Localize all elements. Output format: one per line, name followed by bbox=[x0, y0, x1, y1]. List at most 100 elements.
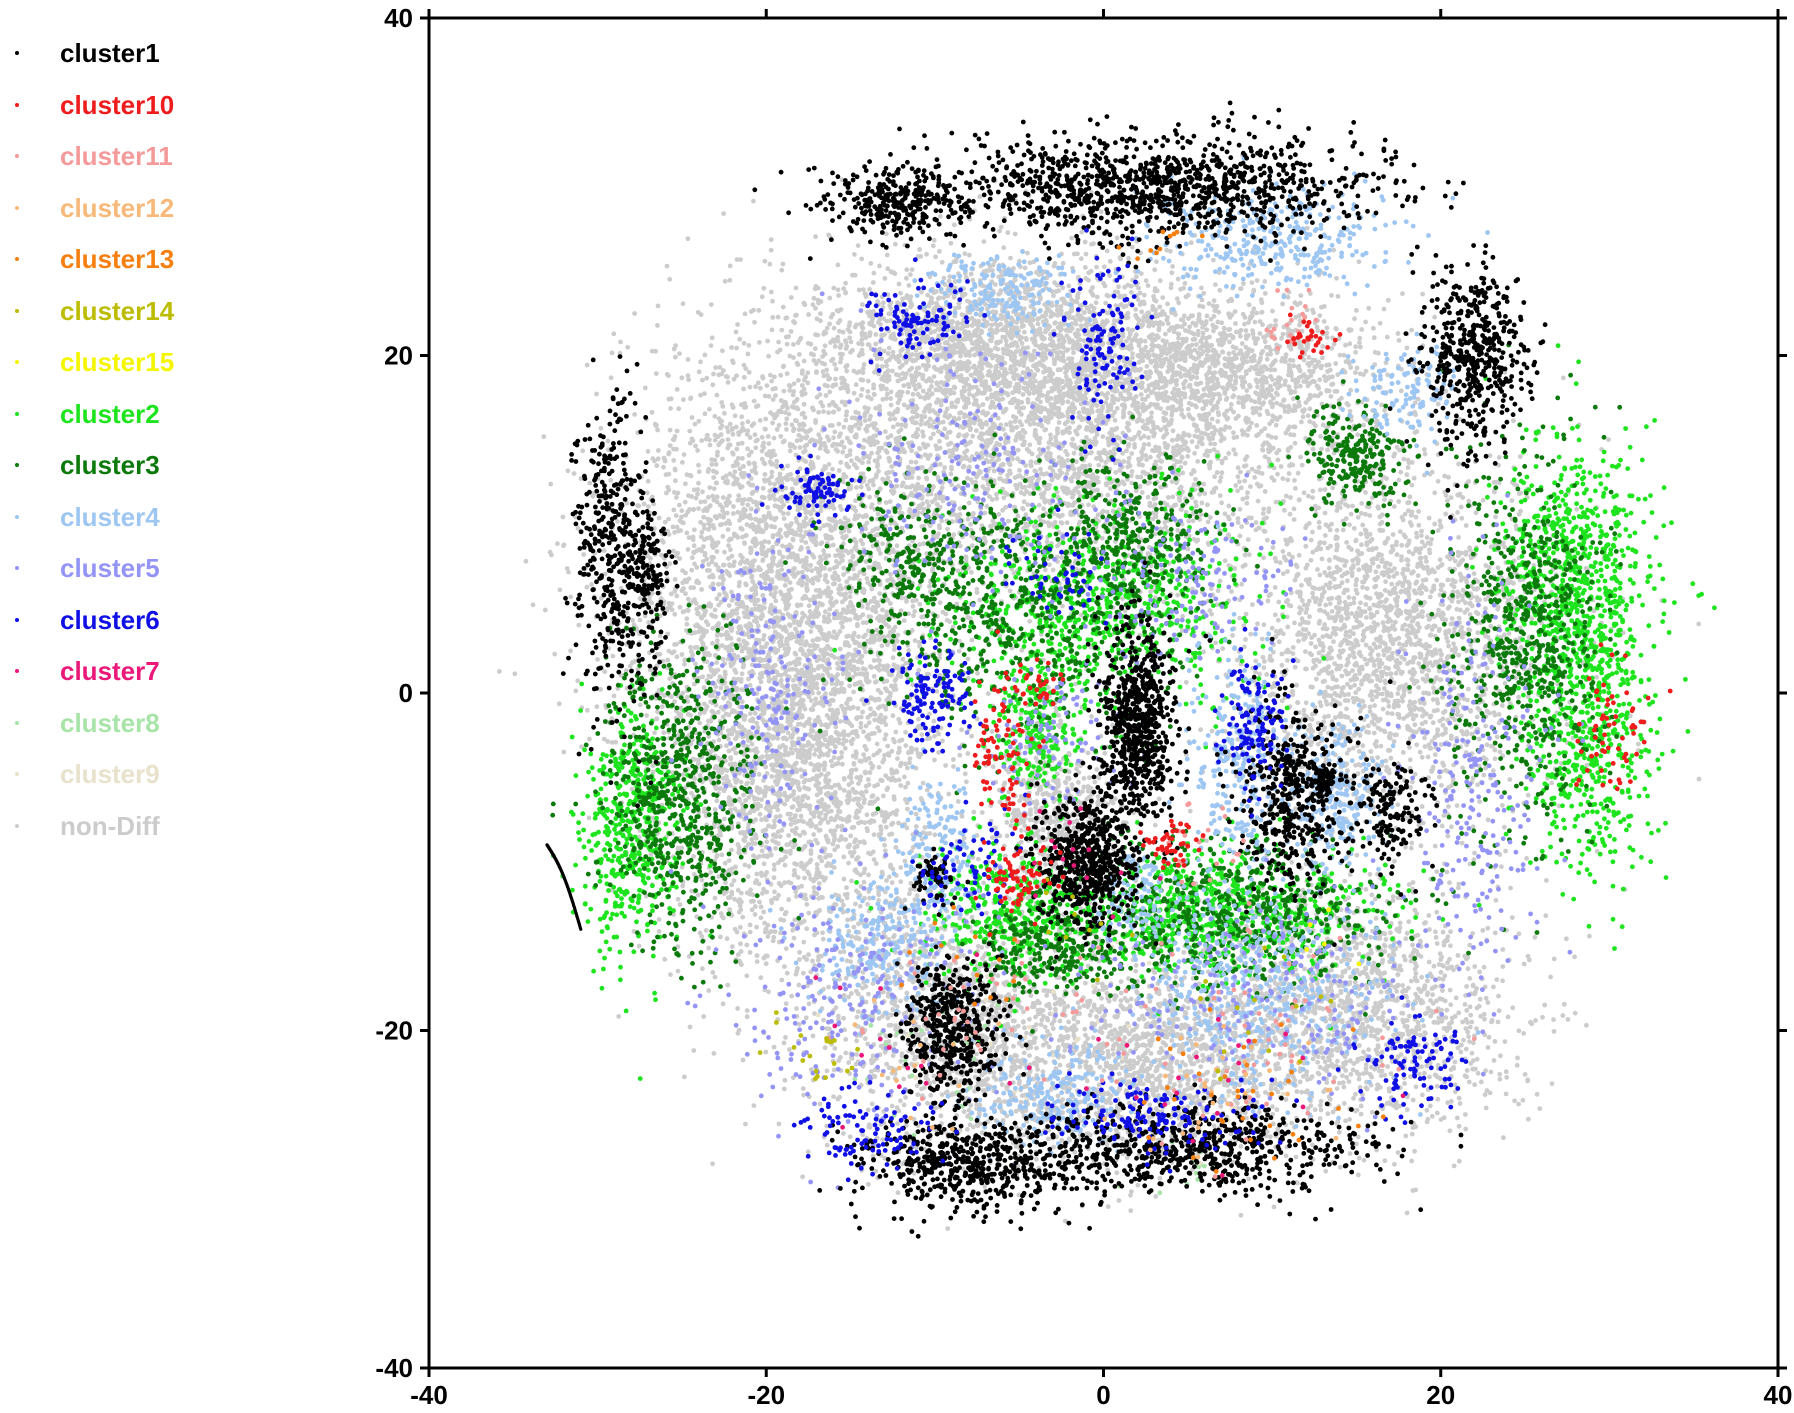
data-point bbox=[769, 774, 774, 779]
data-point bbox=[688, 396, 693, 401]
data-point bbox=[731, 511, 736, 516]
data-point bbox=[782, 516, 787, 521]
data-point bbox=[841, 729, 846, 734]
data-point bbox=[717, 738, 722, 743]
data-point bbox=[638, 703, 643, 708]
data-point bbox=[769, 898, 774, 903]
data-point bbox=[816, 774, 821, 779]
data-point bbox=[665, 372, 670, 377]
data-point bbox=[865, 812, 870, 817]
data-point bbox=[771, 935, 776, 940]
data-point bbox=[761, 545, 766, 550]
data-point bbox=[866, 777, 871, 782]
data-point bbox=[892, 647, 897, 652]
data-point bbox=[903, 859, 908, 864]
data-point bbox=[848, 834, 853, 839]
data-point bbox=[772, 819, 777, 824]
data-point bbox=[870, 528, 875, 533]
data-point bbox=[711, 614, 716, 619]
data-point bbox=[753, 841, 758, 846]
data-point bbox=[818, 874, 823, 879]
data-point bbox=[697, 369, 702, 374]
data-point bbox=[694, 496, 699, 501]
data-point bbox=[769, 578, 774, 583]
data-point bbox=[718, 935, 723, 940]
data-point bbox=[870, 608, 875, 613]
data-point bbox=[834, 716, 839, 721]
data-point bbox=[786, 717, 791, 722]
data-point bbox=[772, 875, 777, 880]
data-point bbox=[714, 854, 719, 859]
data-point bbox=[723, 880, 728, 885]
data-point bbox=[765, 754, 770, 759]
data-point bbox=[706, 719, 711, 724]
data-point bbox=[731, 360, 736, 365]
data-point bbox=[763, 259, 768, 264]
data-point bbox=[885, 744, 890, 749]
data-point bbox=[868, 706, 873, 711]
data-point bbox=[829, 735, 834, 740]
data-point bbox=[772, 586, 777, 591]
data-point bbox=[660, 704, 665, 709]
data-point bbox=[785, 647, 790, 652]
data-point bbox=[762, 793, 767, 798]
data-point bbox=[786, 897, 791, 902]
data-point bbox=[833, 762, 838, 767]
data-point bbox=[876, 526, 881, 531]
data-point bbox=[635, 503, 640, 508]
data-point bbox=[912, 609, 917, 614]
data-point bbox=[654, 371, 659, 376]
data-point bbox=[746, 655, 751, 660]
data-point bbox=[908, 756, 913, 761]
data-point bbox=[722, 817, 727, 822]
data-point bbox=[611, 654, 616, 659]
data-point bbox=[575, 678, 580, 683]
data-point bbox=[777, 423, 782, 428]
data-point bbox=[689, 568, 694, 573]
data-point bbox=[766, 548, 771, 553]
data-point bbox=[866, 580, 871, 585]
data-point bbox=[788, 580, 793, 585]
data-point bbox=[676, 529, 681, 534]
data-point bbox=[886, 752, 891, 757]
data-point bbox=[708, 443, 713, 448]
data-point bbox=[745, 1008, 750, 1013]
data-point bbox=[861, 729, 866, 734]
data-point bbox=[863, 820, 868, 825]
data-point bbox=[859, 485, 864, 490]
data-point bbox=[599, 426, 604, 431]
data-point bbox=[817, 855, 822, 860]
data-point bbox=[683, 481, 688, 486]
data-point bbox=[844, 610, 849, 615]
data-point bbox=[759, 871, 764, 876]
data-point bbox=[816, 410, 821, 415]
data-point bbox=[838, 504, 843, 509]
data-point bbox=[775, 780, 780, 785]
data-point bbox=[720, 348, 725, 353]
data-point bbox=[759, 797, 764, 802]
data-point bbox=[689, 494, 694, 499]
data-point bbox=[728, 264, 733, 269]
data-point bbox=[719, 432, 724, 437]
data-point bbox=[585, 585, 590, 590]
data-point bbox=[718, 365, 723, 370]
data-point bbox=[740, 671, 745, 676]
data-point bbox=[762, 861, 767, 866]
data-point bbox=[827, 517, 832, 522]
data-point bbox=[736, 462, 741, 467]
data-point bbox=[887, 875, 892, 880]
data-point bbox=[598, 687, 603, 692]
data-point bbox=[864, 784, 869, 789]
data-point bbox=[941, 610, 946, 615]
data-point bbox=[785, 371, 790, 376]
data-point bbox=[778, 858, 783, 863]
data-point bbox=[632, 311, 637, 316]
data-point bbox=[879, 827, 884, 832]
data-point bbox=[779, 673, 784, 678]
data-point bbox=[741, 716, 746, 721]
data-point bbox=[818, 436, 823, 441]
data-point bbox=[826, 646, 831, 651]
data-point bbox=[918, 602, 923, 607]
data-point bbox=[776, 340, 781, 345]
data-point bbox=[713, 807, 718, 812]
